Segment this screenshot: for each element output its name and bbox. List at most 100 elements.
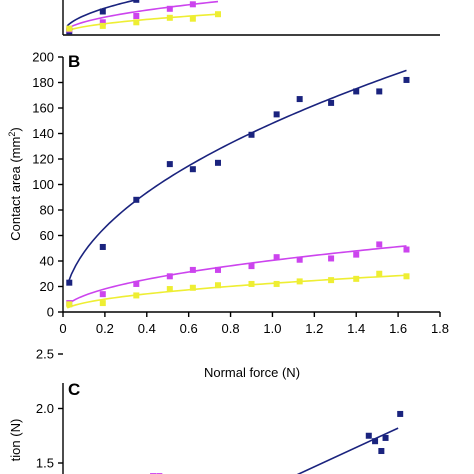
data-point — [189, 166, 196, 173]
y-tick-label: 2.5 — [36, 347, 54, 362]
data-point — [296, 278, 303, 285]
panel-b-points — [66, 76, 410, 308]
data-point — [99, 243, 106, 250]
data-point — [382, 434, 389, 441]
data-point — [214, 159, 221, 166]
panel-b-x-ticks: 0 0.2 0.4 0.6 0.8 1.0 1.2 1.4 1.6 1.8 — [59, 312, 449, 336]
panel-a-points — [66, 0, 221, 35]
x-tick-label: 0.4 — [138, 321, 156, 336]
data-point — [296, 256, 303, 263]
x-tick-label: 1.0 — [263, 321, 281, 336]
y-tick-label: 160 — [32, 101, 54, 116]
y-tick-label: 180 — [32, 75, 54, 90]
panel-b-y-axis-title-superscript: 2 — [7, 132, 17, 137]
data-point — [353, 275, 360, 282]
data-point — [166, 161, 173, 168]
data-point — [166, 273, 173, 280]
data-point — [166, 286, 173, 293]
data-point — [273, 111, 280, 118]
data-point — [378, 448, 385, 455]
data-point — [99, 22, 106, 29]
data-point — [99, 291, 106, 298]
data-point — [397, 410, 404, 417]
data-point — [66, 279, 73, 286]
x-tick-label: 0.2 — [96, 321, 114, 336]
y-tick-label: 60 — [40, 228, 54, 243]
panel-c-y-axis-title: tion (N) — [8, 419, 23, 462]
x-tick-label: 0 — [59, 321, 66, 336]
data-point — [133, 19, 140, 26]
panel-b-y-axis-title-close: ) — [8, 127, 23, 131]
data-point — [403, 76, 410, 83]
panel-c-y-ticks: 1.5 2.0 2.5 — [36, 347, 63, 471]
data-point — [66, 25, 73, 32]
data-point — [248, 131, 255, 138]
data-point — [66, 301, 73, 308]
data-point — [353, 251, 360, 258]
x-tick-label: 1.4 — [347, 321, 365, 336]
fit-curve-1 — [66, 245, 407, 306]
data-point — [328, 255, 335, 262]
fit-curve-0 — [66, 69, 407, 286]
data-point — [133, 13, 140, 19]
data-point — [189, 15, 196, 22]
data-point — [248, 280, 255, 287]
y-tick-label: 2.0 — [36, 401, 54, 416]
data-point — [99, 19, 106, 26]
x-tick-label: 1.6 — [389, 321, 407, 336]
panel-b-y-ticks: 0 20 40 60 80 100 120 140 160 180 200 — [32, 50, 63, 320]
panel-b-y-axis-title: Contact area (mm2) — [7, 127, 23, 240]
y-tick-label: 120 — [32, 152, 54, 167]
panel-a-fit-0 — [66, 0, 139, 27]
panel-c-fit-line-0 — [296, 427, 399, 474]
x-tick-label: 1.8 — [431, 321, 449, 336]
data-point — [189, 1, 196, 8]
fit-curve-2 — [66, 274, 407, 309]
x-tick-label: 0.6 — [180, 321, 198, 336]
data-point — [273, 254, 280, 261]
data-point — [328, 99, 335, 106]
data-point — [296, 96, 303, 103]
y-tick-label: 140 — [32, 126, 54, 141]
data-point — [365, 432, 372, 439]
data-point — [353, 88, 360, 95]
y-tick-label: 1.5 — [36, 456, 54, 471]
data-point — [403, 246, 410, 253]
data-point — [376, 270, 383, 277]
data-point — [189, 266, 196, 273]
y-tick-label: 0 — [47, 305, 54, 320]
panel-b-letter: B — [68, 52, 80, 71]
data-point — [133, 196, 140, 203]
x-tick-label: 0.8 — [222, 321, 240, 336]
panel-b-fit-curves — [66, 69, 407, 309]
data-point — [133, 280, 140, 287]
y-tick-label: 80 — [40, 203, 54, 218]
panel-c-fit-line — [296, 427, 399, 474]
data-point — [166, 14, 173, 21]
data-point — [328, 277, 335, 284]
data-point — [214, 282, 221, 289]
data-point — [189, 284, 196, 291]
data-point — [166, 5, 173, 12]
y-tick-label: 100 — [32, 177, 54, 192]
panel-c: C 1.5 2.0 2.5 tion (N) — [8, 347, 404, 474]
panel-b: B 0 20 40 60 80 100 120 140 160 180 200 0 0.2 0.4 0.6… — [7, 50, 449, 381]
y-tick-label: 20 — [40, 279, 54, 294]
y-tick-label: 40 — [40, 254, 54, 269]
data-point — [376, 241, 383, 248]
panel-b-x-axis-title: Normal force (N) — [204, 365, 300, 380]
data-point — [99, 8, 106, 15]
panel-b-y-axis-title-main: Contact area (mm — [8, 137, 23, 241]
data-point — [372, 438, 379, 445]
data-point — [273, 280, 280, 287]
panel-a — [62, 0, 440, 36]
data-point — [133, 0, 140, 3]
data-point — [214, 11, 221, 18]
data-point — [133, 292, 140, 299]
panel-c-letter: C — [68, 380, 80, 399]
data-point — [403, 273, 410, 280]
x-tick-label: 1.2 — [305, 321, 323, 336]
y-tick-label: 200 — [32, 50, 54, 65]
data-point — [376, 88, 383, 95]
